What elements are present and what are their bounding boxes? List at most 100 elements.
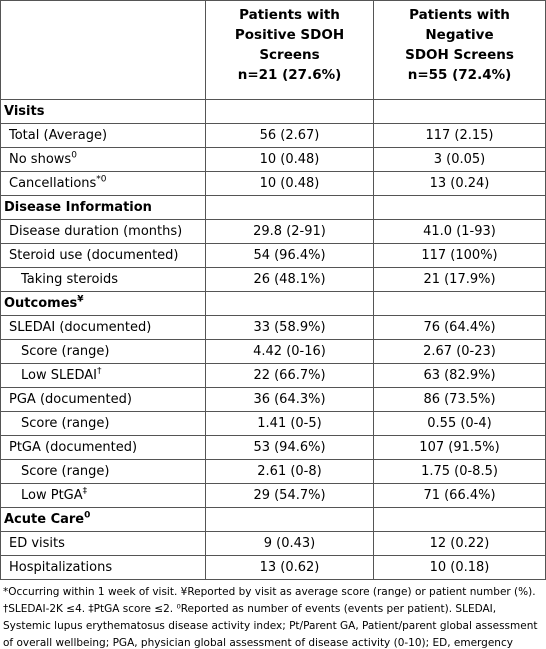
empty-cell bbox=[205, 507, 374, 532]
value-cell: 10 (0.48) bbox=[205, 147, 374, 172]
value-cell: 10 (0.48) bbox=[205, 171, 374, 196]
label-text: Outcomes bbox=[4, 296, 78, 311]
value-cell: 117 (2.15) bbox=[373, 123, 546, 148]
value-cell: 12 (0.22) bbox=[373, 531, 546, 556]
column-header: Patients with Negative SDOH Screens n=55 … bbox=[373, 0, 546, 100]
value-cell: 36 (64.3%) bbox=[205, 387, 374, 412]
label-text: Hospitalizations bbox=[9, 560, 113, 575]
label-text: Score (range) bbox=[21, 464, 110, 479]
row-label: Cancellations*0 bbox=[0, 171, 206, 196]
table-row: Score (range) 2.61 (0-8) 1.75 (0-8.5) bbox=[0, 459, 546, 484]
superscript: *0 bbox=[96, 174, 107, 185]
empty-cell bbox=[205, 291, 374, 316]
superscript: 0 bbox=[84, 510, 91, 521]
row-label: Disease duration (months) bbox=[0, 219, 206, 244]
superscript: 0 bbox=[71, 150, 77, 161]
column-title: Patients with Negative SDOH Screens bbox=[405, 7, 514, 63]
table-row: Low SLEDAI† 22 (66.7%) 63 (82.9%) bbox=[0, 363, 546, 388]
value-cell: 56 (2.67) bbox=[205, 123, 374, 148]
table-row: Total (Average) 56 (2.67) 117 (2.15) bbox=[0, 123, 546, 148]
value-cell: 53 (94.6%) bbox=[205, 435, 374, 460]
value-cell: 33 (58.9%) bbox=[205, 315, 374, 340]
data-table: Patients with Positive SDOH Screens n=21 … bbox=[0, 0, 546, 580]
label-text: Steroid use (documented) bbox=[9, 248, 179, 263]
row-label: No shows0 bbox=[0, 147, 206, 172]
label-text: PtGA (documented) bbox=[9, 440, 138, 455]
corner-cell bbox=[0, 0, 206, 100]
table-row: Hospitalizations 13 (0.62) 10 (0.18) bbox=[0, 555, 546, 580]
row-label: Score (range) bbox=[0, 459, 206, 484]
value-cell: 2.67 (0-23) bbox=[373, 339, 546, 364]
table-row: Score (range) 4.42 (0-16) 2.67 (0-23) bbox=[0, 339, 546, 364]
value-cell: 26 (48.1%) bbox=[205, 267, 374, 292]
empty-cell bbox=[205, 195, 374, 220]
label-text: Visits bbox=[4, 104, 45, 119]
section-row: Acute Care0 bbox=[0, 507, 546, 532]
section-row: Visits bbox=[0, 99, 546, 124]
label-text: SLEDAI (documented) bbox=[9, 320, 152, 335]
value-cell: 1.41 (0-5) bbox=[205, 411, 374, 436]
header-row: Patients with Positive SDOH Screens n=21 … bbox=[0, 0, 546, 100]
row-label: PtGA (documented) bbox=[0, 435, 206, 460]
section-title: Acute Care0 bbox=[0, 507, 206, 532]
table-row: Score (range) 1.41 (0-5) 0.55 (0-4) bbox=[0, 411, 546, 436]
label-text: Acute Care bbox=[4, 512, 85, 527]
row-label: Low PtGA‡ bbox=[0, 483, 206, 508]
row-label: Score (range) bbox=[0, 339, 206, 364]
empty-cell bbox=[205, 99, 374, 124]
value-cell: 29 (54.7%) bbox=[205, 483, 374, 508]
superscript: ¥ bbox=[77, 294, 84, 305]
empty-cell bbox=[373, 99, 546, 124]
value-cell: 0.55 (0-4) bbox=[373, 411, 546, 436]
label-text: Score (range) bbox=[21, 344, 110, 359]
value-cell: 76 (64.4%) bbox=[373, 315, 546, 340]
row-label: SLEDAI (documented) bbox=[0, 315, 206, 340]
table-row: Steroid use (documented) 54 (96.4%) 117 (1… bbox=[0, 243, 546, 268]
label-text: Total (Average) bbox=[9, 128, 108, 143]
row-label: Taking steroids bbox=[0, 267, 206, 292]
superscript: † bbox=[96, 366, 102, 377]
row-label: PGA (documented) bbox=[0, 387, 206, 412]
label-text: Score (range) bbox=[21, 416, 110, 431]
value-cell: 117 (100%) bbox=[373, 243, 546, 268]
section-title: Visits bbox=[0, 99, 206, 124]
section-row: Outcomes¥ bbox=[0, 291, 546, 316]
table-row: Cancellations*0 10 (0.48) 13 (0.24) bbox=[0, 171, 546, 196]
value-cell: 41.0 (1-93) bbox=[373, 219, 546, 244]
value-cell: 2.61 (0-8) bbox=[205, 459, 374, 484]
value-cell: 3 (0.05) bbox=[373, 147, 546, 172]
row-label: Score (range) bbox=[0, 411, 206, 436]
row-label: Low SLEDAI† bbox=[0, 363, 206, 388]
value-cell: 29.8 (2-91) bbox=[205, 219, 374, 244]
label-text: ED visits bbox=[9, 536, 65, 551]
value-cell: 10 (0.18) bbox=[373, 555, 546, 580]
table-row: SLEDAI (documented) 33 (58.9%) 76 (64.4%) bbox=[0, 315, 546, 340]
label-text: Taking steroids bbox=[21, 272, 119, 287]
value-cell: 9 (0.43) bbox=[205, 531, 374, 556]
row-label: Hospitalizations bbox=[0, 555, 206, 580]
value-cell: 21 (17.9%) bbox=[373, 267, 546, 292]
value-cell: 13 (0.24) bbox=[373, 171, 546, 196]
footnote: *Occurring within 1 week of visit. ¥Repo… bbox=[3, 586, 538, 649]
empty-cell bbox=[373, 291, 546, 316]
value-cell: 1.75 (0-8.5) bbox=[373, 459, 546, 484]
label-text: Disease duration (months) bbox=[9, 224, 183, 239]
value-cell: 107 (91.5%) bbox=[373, 435, 546, 460]
table-row: PtGA (documented) 53 (94.6%) 107 (91.5%) bbox=[0, 435, 546, 460]
label-text: Low PtGA bbox=[21, 488, 83, 503]
value-cell: 4.42 (0-16) bbox=[205, 339, 374, 364]
column-header: Patients with Positive SDOH Screens n=21 … bbox=[205, 0, 374, 100]
value-cell: 54 (96.4%) bbox=[205, 243, 374, 268]
table-row: PGA (documented) 36 (64.3%) 86 (73.5%) bbox=[0, 387, 546, 412]
section-title: Disease Information bbox=[0, 195, 206, 220]
table-row: ED visits 9 (0.43) 12 (0.22) bbox=[0, 531, 546, 556]
row-label: Total (Average) bbox=[0, 123, 206, 148]
label-text: PGA (documented) bbox=[9, 392, 132, 407]
section-row: Disease Information bbox=[0, 195, 546, 220]
label-text: Disease Information bbox=[4, 200, 152, 215]
label-text: Cancellations bbox=[9, 176, 97, 191]
value-cell: 71 (66.4%) bbox=[373, 483, 546, 508]
value-cell: 63 (82.9%) bbox=[373, 363, 546, 388]
empty-cell bbox=[373, 507, 546, 532]
